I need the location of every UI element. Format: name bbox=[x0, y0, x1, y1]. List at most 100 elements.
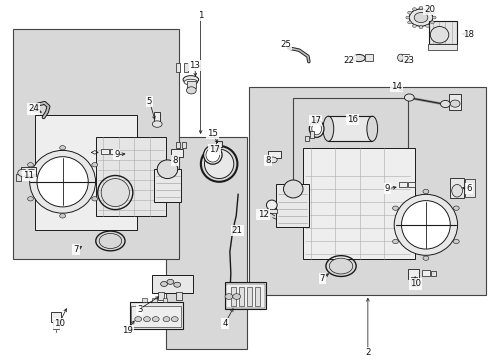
Bar bbox=[224, 282, 266, 309]
Bar bbox=[293, 98, 407, 216]
Bar bbox=[176, 292, 182, 300]
Text: 20: 20 bbox=[424, 5, 434, 14]
Bar bbox=[305, 135, 309, 140]
Text: 8: 8 bbox=[172, 156, 178, 165]
Circle shape bbox=[143, 317, 150, 321]
Bar bbox=[407, 269, 418, 279]
Circle shape bbox=[186, 87, 196, 94]
Text: 10: 10 bbox=[54, 319, 64, 328]
Bar bbox=[154, 112, 160, 123]
Circle shape bbox=[60, 145, 65, 150]
Text: 8: 8 bbox=[264, 156, 270, 165]
Circle shape bbox=[18, 169, 27, 176]
Circle shape bbox=[422, 189, 428, 194]
Circle shape bbox=[425, 24, 428, 27]
Text: 6: 6 bbox=[465, 184, 470, 193]
Ellipse shape bbox=[101, 179, 129, 207]
Bar bbox=[238, 287, 243, 306]
Text: 14: 14 bbox=[390, 82, 401, 91]
Text: 11: 11 bbox=[23, 171, 35, 180]
Circle shape bbox=[60, 214, 65, 218]
Ellipse shape bbox=[352, 54, 365, 62]
Ellipse shape bbox=[323, 116, 333, 141]
Text: 24: 24 bbox=[28, 104, 39, 113]
Bar bbox=[430, 271, 435, 276]
Ellipse shape bbox=[171, 156, 179, 161]
Bar bbox=[158, 292, 163, 300]
Bar bbox=[310, 131, 314, 138]
Bar bbox=[130, 302, 182, 329]
Circle shape bbox=[452, 206, 458, 210]
Circle shape bbox=[413, 13, 427, 23]
Circle shape bbox=[26, 169, 36, 176]
Bar bbox=[35, 116, 137, 230]
Ellipse shape bbox=[157, 160, 177, 179]
Ellipse shape bbox=[283, 180, 303, 198]
Bar bbox=[365, 54, 372, 61]
Bar bbox=[152, 298, 157, 302]
Ellipse shape bbox=[203, 145, 222, 164]
Circle shape bbox=[407, 21, 411, 24]
Bar bbox=[216, 141, 222, 147]
Bar bbox=[96, 137, 166, 216]
Bar bbox=[165, 137, 246, 348]
Bar bbox=[142, 298, 147, 302]
Circle shape bbox=[452, 239, 458, 244]
Circle shape bbox=[27, 163, 33, 167]
Circle shape bbox=[392, 239, 398, 244]
Bar bbox=[182, 142, 185, 148]
Circle shape bbox=[163, 317, 169, 321]
Text: 19: 19 bbox=[122, 326, 133, 335]
Text: 17: 17 bbox=[208, 145, 219, 154]
Ellipse shape bbox=[99, 233, 122, 248]
Ellipse shape bbox=[152, 121, 162, 127]
Text: 25: 25 bbox=[280, 40, 291, 49]
Ellipse shape bbox=[366, 116, 377, 141]
Bar bbox=[428, 22, 456, 44]
Bar bbox=[407, 182, 414, 187]
Bar bbox=[303, 148, 414, 259]
Text: 21: 21 bbox=[231, 226, 242, 235]
Ellipse shape bbox=[311, 123, 321, 135]
Ellipse shape bbox=[268, 157, 277, 163]
Circle shape bbox=[412, 24, 415, 27]
Ellipse shape bbox=[329, 258, 352, 274]
Text: 1: 1 bbox=[198, 10, 203, 19]
Circle shape bbox=[160, 282, 167, 287]
Circle shape bbox=[404, 94, 413, 101]
Bar bbox=[267, 209, 276, 213]
Circle shape bbox=[173, 282, 180, 287]
Circle shape bbox=[449, 100, 459, 107]
Text: 2: 2 bbox=[365, 348, 370, 357]
Circle shape bbox=[425, 8, 428, 10]
Circle shape bbox=[27, 197, 33, 201]
Ellipse shape bbox=[393, 194, 457, 255]
Circle shape bbox=[171, 317, 178, 321]
Text: 13: 13 bbox=[189, 61, 200, 70]
Bar bbox=[152, 275, 193, 293]
Circle shape bbox=[429, 21, 433, 24]
Text: 10: 10 bbox=[409, 279, 420, 288]
Text: 3: 3 bbox=[137, 305, 142, 314]
Circle shape bbox=[422, 256, 428, 260]
Circle shape bbox=[405, 16, 409, 19]
Ellipse shape bbox=[204, 149, 233, 179]
Circle shape bbox=[407, 11, 411, 14]
Bar bbox=[183, 63, 187, 72]
Text: 16: 16 bbox=[346, 114, 358, 123]
Text: 9: 9 bbox=[384, 184, 389, 193]
Bar bbox=[328, 116, 371, 141]
Bar bbox=[398, 182, 407, 187]
Text: 4: 4 bbox=[222, 319, 227, 328]
Circle shape bbox=[392, 206, 398, 210]
Bar bbox=[162, 298, 167, 302]
Bar bbox=[276, 184, 309, 226]
Ellipse shape bbox=[266, 200, 277, 210]
Bar bbox=[230, 287, 235, 306]
Bar bbox=[101, 149, 109, 154]
Bar bbox=[400, 54, 408, 61]
Text: 12: 12 bbox=[257, 210, 268, 219]
Bar bbox=[448, 94, 461, 110]
Bar bbox=[51, 312, 61, 321]
Bar bbox=[254, 287, 259, 306]
